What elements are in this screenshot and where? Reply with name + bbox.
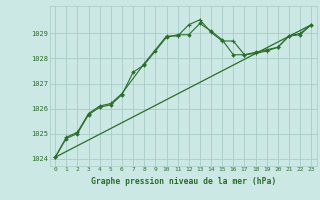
X-axis label: Graphe pression niveau de la mer (hPa): Graphe pression niveau de la mer (hPa) (91, 177, 276, 186)
